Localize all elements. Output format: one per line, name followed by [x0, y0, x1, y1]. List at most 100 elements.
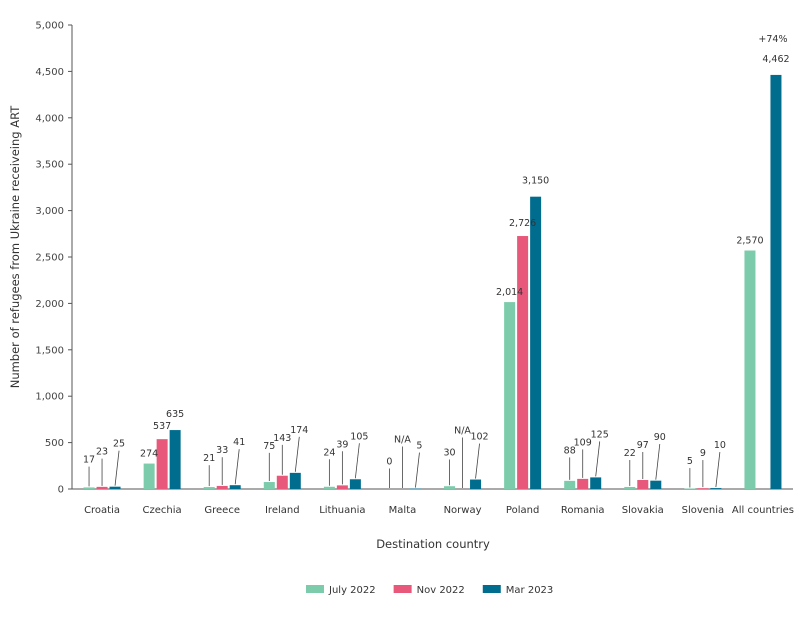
- y-tick-label: 3,000: [35, 206, 64, 217]
- bar-lithuania-nov-2022: [336, 485, 348, 489]
- data-label-leader: [415, 452, 420, 488]
- bar-slovakia-mar-2023: [650, 480, 662, 489]
- data-label-slovenia-nov-2022: 9: [700, 448, 706, 459]
- data-label-ireland-nov-2022: 143: [273, 433, 291, 444]
- data-label-croatia-nov-2022: 23: [96, 447, 108, 458]
- legend-label-nov-2022: Nov 2022: [417, 585, 465, 596]
- data-label-slovenia-mar-2023: 10: [714, 440, 726, 451]
- x-axis: Croatia Czechia Greece Ireland Lithuania Malt…: [72, 488, 794, 516]
- bar-romania-nov-2022: [577, 478, 589, 489]
- category-label-czechia: Czechia: [143, 505, 182, 516]
- bar-czechia-july-2022: [143, 463, 155, 489]
- bar-croatia-mar-2023: [109, 486, 121, 489]
- data-label-czechia-mar-2023: 635: [166, 409, 184, 420]
- data-label-lithuania-mar-2023: 105: [350, 431, 368, 442]
- category-label-ireland: Ireland: [265, 505, 300, 516]
- bar-greece-mar-2023: [229, 485, 241, 489]
- category-label-romania: Romania: [561, 505, 605, 516]
- data-label-all-countries-mar-2023: 4,462: [762, 54, 789, 65]
- legend-swatch-nov-2022: [393, 585, 412, 593]
- data-label-croatia-mar-2023: 25: [113, 439, 125, 450]
- bar-greece-july-2022: [203, 487, 215, 489]
- bar-ireland-july-2022: [263, 482, 275, 489]
- data-label-leader: [114, 450, 120, 486]
- y-tick-label: 1,000: [35, 392, 64, 403]
- category-label-poland: Poland: [506, 505, 539, 516]
- category-label-slovakia: Slovakia: [622, 505, 664, 516]
- data-label-leader: [234, 449, 240, 485]
- category-label-greece: Greece: [204, 505, 240, 516]
- data-label-leader: [595, 441, 601, 477]
- data-label-malta-mar-2023: 5: [416, 441, 422, 452]
- bar-slovakia-july-2022: [624, 486, 636, 489]
- bar-ireland-nov-2022: [276, 475, 288, 489]
- bar-poland-nov-2022: [517, 236, 529, 489]
- bar-lithuania-july-2022: [323, 486, 335, 489]
- data-label-leader: [294, 436, 300, 472]
- bar-greece-nov-2022: [216, 485, 228, 489]
- bar-all-countries-july-2022: [744, 250, 756, 489]
- y-tick-label: 5,000: [35, 21, 64, 32]
- data-label-all-countries-july-2022: 2,570: [736, 236, 763, 247]
- bar-slovakia-nov-2022: [637, 479, 649, 489]
- data-label-leader: [715, 452, 721, 488]
- category-label-norway: Norway: [444, 505, 482, 516]
- x-axis-title: Destination country: [376, 537, 490, 551]
- data-label-lithuania-nov-2022: 39: [336, 439, 348, 450]
- bar-czechia-nov-2022: [156, 439, 168, 489]
- bar-ireland-mar-2023: [289, 472, 301, 489]
- y-tick-label: 3,500: [35, 160, 64, 171]
- bar-poland-july-2022: [504, 302, 516, 489]
- data-label-norway-nov-2022: N/A: [454, 426, 471, 437]
- data-label-leader: [655, 443, 661, 480]
- data-label-poland-july-2022: 2,014: [496, 287, 523, 298]
- bars: [83, 74, 782, 490]
- data-label-norway-mar-2023: 102: [470, 432, 488, 443]
- bar-lithuania-mar-2023: [349, 479, 361, 489]
- bar-romania-mar-2023: [590, 477, 602, 489]
- bar-slovenia-nov-2022: [697, 488, 709, 489]
- data-label-leader: [475, 443, 480, 479]
- y-tick-label: 500: [45, 438, 64, 449]
- legend-label-july-2022: July 2022: [328, 585, 376, 596]
- legend-label-mar-2023: Mar 2023: [506, 585, 554, 596]
- data-label-romania-nov-2022: 109: [574, 437, 592, 448]
- y-tick-label: 1,500: [35, 345, 64, 356]
- data-label-malta-july-2022: 0: [386, 457, 392, 468]
- category-label-slovenia: Slovenia: [682, 505, 725, 516]
- data-label-slovakia-nov-2022: 97: [637, 440, 649, 451]
- bar-slovenia-mar-2023: [710, 488, 722, 489]
- bar-romania-july-2022: [564, 480, 576, 489]
- data-label-slovakia-july-2022: 22: [624, 448, 636, 459]
- bar-czechia-mar-2023: [169, 430, 181, 489]
- bar-poland-mar-2023: [530, 196, 542, 489]
- data-label-ireland-mar-2023: 174: [290, 425, 308, 436]
- data-label-czechia-nov-2022: 537: [153, 421, 171, 432]
- data-label-romania-july-2022: 88: [564, 445, 576, 456]
- data-label-lithuania-july-2022: 24: [323, 447, 335, 458]
- y-tick-label: 2,500: [35, 253, 64, 264]
- y-tick-label: 4,500: [35, 67, 64, 78]
- data-label-ireland-july-2022: 75: [263, 441, 275, 452]
- data-label-greece-mar-2023: 41: [233, 437, 245, 448]
- data-label-slovenia-july-2022: 5: [687, 456, 693, 467]
- bar-croatia-nov-2022: [96, 486, 108, 489]
- bar-norway-mar-2023: [470, 479, 482, 489]
- data-label-leader: [354, 443, 360, 479]
- y-axis: 0 500 1,000 1,500 2,000 2,500 3,000 3,500 4,000 4…: [35, 21, 73, 496]
- legend-swatch-july-2022: [306, 585, 324, 593]
- legend-swatch-mar-2023: [482, 585, 501, 593]
- data-label-greece-july-2022: 21: [203, 453, 215, 464]
- bar-all-countries-mar-2023: [770, 74, 782, 490]
- bar-croatia-july-2022: [83, 487, 95, 489]
- y-axis-title: Number of refugees from Ukraine receivei…: [8, 105, 22, 389]
- category-label-lithuania: Lithuania: [319, 505, 365, 516]
- bar-norway-july-2022: [444, 486, 456, 489]
- data-label-malta-nov-2022: N/A: [394, 435, 411, 446]
- data-label-romania-mar-2023: 125: [591, 429, 609, 440]
- category-label-malta: Malta: [389, 505, 417, 516]
- category-label-croatia: Croatia: [84, 505, 120, 516]
- data-label-greece-nov-2022: 33: [216, 445, 228, 456]
